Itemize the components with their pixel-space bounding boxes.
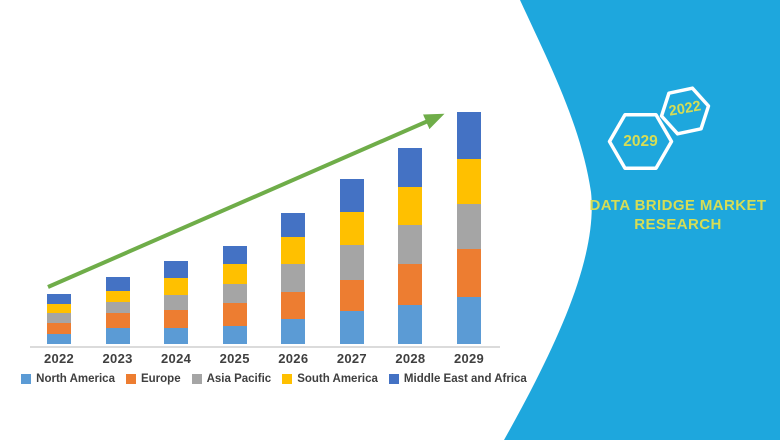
bar-segment-2029-south-america (457, 159, 481, 204)
bar-segment-2028-asia-pacific (398, 225, 423, 264)
legend-item-south-america: South America (282, 373, 378, 385)
bar-segment-2024-south-america (164, 278, 189, 295)
x-axis-label-2024: 2024 (161, 351, 192, 366)
legend-swatch-icon (388, 374, 399, 384)
x-axis-label-2025: 2025 (219, 351, 250, 366)
bar-segment-2026-middle-east-and-africa (281, 213, 306, 237)
bar-segment-2028-europe (398, 264, 423, 305)
bar-segment-2027-north-america (339, 311, 364, 344)
bar-segment-2023-asia-pacific (105, 302, 130, 313)
bar-segment-2024-middle-east-and-africa (164, 261, 189, 278)
legend-label: North America (36, 373, 115, 385)
bar-segment-2022-middle-east-and-africa (47, 294, 71, 304)
brand-title-line2: RESEARCH (634, 216, 722, 233)
legend-swatch-icon (21, 374, 32, 384)
legend-item-europe: Europe (125, 373, 181, 385)
legend-label: South America (297, 373, 378, 385)
x-axis-line (30, 346, 500, 348)
trend-arrow (47, 113, 445, 289)
bar-segment-2025-south-america (222, 264, 247, 284)
bar-segment-2028-north-america (398, 305, 423, 344)
bar-segment-2025-middle-east-and-africa (222, 246, 247, 264)
bar-segment-2024-north-america (164, 328, 189, 344)
legend: North America Europe Asia Pacific South Ame… (0, 373, 548, 385)
bar-segment-2022-south-america (47, 304, 71, 313)
bar-segment-2029-europe (457, 249, 481, 297)
bar-segment-2022-europe (47, 323, 71, 334)
bar-segment-2029-middle-east-and-africa (457, 112, 481, 159)
bar-segment-2028-middle-east-and-africa (398, 148, 423, 187)
bar-segment-2027-middle-east-and-africa (339, 179, 364, 212)
bar-segment-2028-south-america (398, 187, 423, 225)
bar-segment-2023-south-america (105, 291, 130, 302)
bar-segment-2029-north-america (457, 297, 481, 344)
legend-swatch-icon (125, 374, 136, 384)
bar-segment-2024-asia-pacific (164, 295, 189, 310)
bar-segment-2022-north-america (47, 334, 71, 344)
x-axis-label-2023: 2023 (102, 351, 133, 366)
brand-title: DATA BRIDGE MARKET RESEARCH (580, 196, 776, 234)
legend-label: Europe (140, 373, 181, 385)
trend-arrow-line (47, 113, 445, 289)
hexagon-2022-icon (659, 86, 711, 136)
chart-area: 2022 2023 2024 2025 2026 2027 2028 2029 North A… (0, 112, 548, 385)
legend-swatch-icon (191, 374, 202, 384)
x-axis-label-2026: 2026 (278, 351, 309, 366)
bar-segment-2026-north-america (281, 319, 306, 344)
bar-segment-2027-asia-pacific (339, 245, 364, 280)
legend-swatch-icon (282, 374, 293, 384)
bar-segment-2022-asia-pacific (47, 313, 71, 323)
legend-label: Asia Pacific (206, 373, 272, 385)
bar-segment-2023-middle-east-and-africa (105, 277, 130, 291)
legend-item-north-america: North America (21, 373, 115, 385)
legend-label: Middle East and Africa (403, 373, 527, 385)
bar-segment-2027-europe (339, 280, 364, 311)
hexagon-2029-icon (607, 112, 674, 171)
bar-segment-2026-asia-pacific (281, 264, 306, 292)
x-axis-label-2028: 2028 (395, 351, 426, 366)
bar-segment-2023-europe (105, 313, 130, 328)
bar-segment-2025-europe (222, 303, 247, 326)
bar-segment-2027-south-america (339, 212, 364, 245)
legend-item-asia-pacific: Asia Pacific (191, 373, 272, 385)
x-axis-label-2022: 2022 (43, 351, 75, 366)
bar-segment-2023-north-america (105, 328, 130, 344)
bar-segment-2025-north-america (222, 326, 247, 344)
brand-title-line1: DATA BRIDGE MARKET (589, 197, 767, 214)
side-panel-background (504, 0, 780, 440)
bar-segment-2024-europe (164, 310, 189, 328)
bar-segment-2026-south-america (281, 237, 306, 264)
bar-segment-2026-europe (281, 292, 306, 319)
x-axis-label-2027: 2027 (336, 351, 367, 366)
bar-segment-2025-asia-pacific (222, 284, 247, 303)
x-axis-label-2029: 2029 (453, 351, 485, 366)
hexagon-2029-label: 2029 (623, 133, 658, 150)
legend-item-middle-east-and-africa: Middle East and Africa (388, 373, 527, 385)
bar-segment-2029-asia-pacific (457, 204, 481, 249)
